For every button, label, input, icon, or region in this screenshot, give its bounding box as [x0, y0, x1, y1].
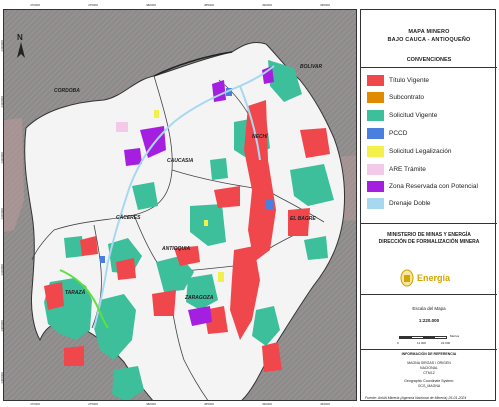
swatch-drenaje-doble — [367, 197, 384, 209]
green-drainage — [59, 269, 109, 329]
scale-unit: Metros — [450, 334, 460, 338]
bottom-tick: 485000 — [204, 402, 215, 406]
scale-tick: 22.000 — [441, 341, 451, 345]
top-tick: 480000 — [146, 3, 157, 7]
map-subtitle: BAJO CAUCA - ANTIOQUEÑO — [387, 37, 471, 43]
legend-item-subcontrato[interactable]: Subcontrato — [367, 91, 424, 103]
legend-item-are-tramite[interactable]: ARE Trámite — [367, 163, 426, 175]
label-nechi: NECHÍ — [252, 134, 268, 140]
conventions-title: CONVENCIONES — [406, 57, 452, 63]
legend-item-solicitud-vigente[interactable]: Solicitud Vigente — [367, 109, 437, 121]
reference-title: INFORMACIÓN DE REFERENCIA — [401, 352, 457, 356]
label-cordoba: CORDOBA — [54, 88, 80, 94]
source-note: Fuente: AnNA Minería (Agencia Nacional d… — [365, 396, 467, 400]
energia-logo-text: Energía — [417, 273, 451, 283]
left-tick: 1425000 — [0, 96, 4, 108]
legend-label: Drenaje Doble — [389, 199, 431, 207]
legalizacion-areas — [154, 110, 224, 282]
reference-line: CTM12 — [423, 371, 435, 375]
left-tick: 1430000 — [0, 40, 4, 52]
legend-label: Subcontrato — [389, 93, 425, 101]
legend-panel: MAPA MINERO BAJO CAUCA - ANTIOQUEÑO CONV… — [360, 9, 497, 401]
swatch-titulo-vigente — [367, 74, 384, 86]
label-caucasia: CAUCASIA — [167, 158, 194, 164]
swatch-zona-reservada — [367, 180, 384, 192]
legend-label: Solicitud Vigente — [389, 111, 438, 119]
left-tick: 1410000 — [0, 264, 4, 276]
map-canvas[interactable] — [4, 10, 357, 401]
zona-reservada-areas — [124, 66, 274, 326]
legend-label: Título Vigente — [389, 76, 429, 84]
scale-tick: 11.000 — [417, 341, 426, 345]
legend-item-drenaje-doble[interactable]: Drenaje Doble — [367, 197, 431, 209]
outside-title-ghost — [4, 118, 24, 232]
top-tick: 490000 — [262, 3, 273, 7]
top-tick: 470000 — [30, 3, 41, 7]
map-frame[interactable]: N BOLIVAR CORDOBA NECHÍ CAUCASIA EL BAGR… — [3, 9, 357, 401]
legend-label: ARE Trámite — [389, 165, 426, 173]
reference-line: MAGNA SIRGAS / ORIGEN — [407, 361, 451, 365]
label-zaragoza: ZARAGOZA — [185, 295, 214, 301]
legend-item-titulo-vigente[interactable]: Título Vigente — [367, 74, 429, 86]
swatch-pccd — [367, 127, 384, 139]
label-antioquia: ANTIOQUIA — [162, 246, 191, 252]
left-tick: 1400000 — [0, 372, 4, 384]
ministry-direction: DIRECCIÓN DE FORMALIZACIÓN MINERA — [378, 239, 480, 245]
scale-bar — [399, 336, 447, 339]
separator — [361, 349, 497, 350]
top-tick: 485000 — [204, 3, 215, 7]
geo-line: GCS_MAGNA — [417, 384, 441, 388]
bottom-tick: 470000 — [30, 402, 41, 406]
reference-line: NACIONAL — [420, 366, 438, 370]
legend-item-zona-reservada[interactable]: Zona Reservada con Potencial — [367, 180, 478, 192]
separator — [361, 294, 497, 295]
geo-line: Geographic Coordinate System: — [404, 379, 454, 383]
map-title: MAPA MINERO — [408, 29, 450, 35]
bottom-tick: 495000 — [320, 402, 331, 406]
label-el-bagre: EL BAGRE — [290, 216, 316, 222]
separator — [361, 223, 497, 224]
swatch-subcontrato — [367, 91, 384, 103]
scale-value: 1:220.000 — [418, 318, 440, 323]
separator — [361, 67, 497, 68]
pccd-areas — [100, 88, 274, 263]
left-tick: 1415000 — [0, 208, 4, 220]
swatch-are-tramite — [367, 163, 384, 175]
scale-tick: 0 — [397, 341, 399, 345]
department-boundary — [153, 51, 233, 77]
are-tramite-areas — [116, 122, 128, 132]
energia-logo: Energía — [400, 269, 450, 287]
top-tick: 495000 — [320, 3, 331, 7]
north-letter: N — [17, 33, 23, 42]
legend-label: Solicitud Legalización — [389, 147, 452, 155]
label-caceres: CÁCERES — [116, 215, 141, 221]
label-bolivar: BOLIVAR — [300, 64, 323, 70]
ministry-name: MINISTERIO DE MINAS Y ENERGÍA — [387, 232, 471, 238]
swatch-solicitud-legalizacion — [367, 145, 384, 157]
bottom-tick: 480000 — [146, 402, 157, 406]
colombia-seal-icon — [400, 269, 414, 287]
left-tick: 1405000 — [0, 320, 4, 332]
drenaje-doble-rivers — [93, 65, 275, 329]
legend-label: Zona Reservada con Potencial — [389, 182, 478, 190]
legend-label: PCCD — [389, 129, 408, 137]
label-taraza: TARAZÁ — [65, 290, 86, 296]
bottom-tick: 475000 — [88, 402, 99, 406]
bottom-tick: 490000 — [262, 402, 273, 406]
north-arrow-icon: N — [17, 33, 25, 58]
legend-item-pccd[interactable]: PCCD — [367, 127, 407, 139]
swatch-solicitud-vigente — [367, 109, 384, 121]
legend-item-solicitud-legalizacion[interactable]: Solicitud Legalización — [367, 145, 452, 157]
top-tick: 475000 — [88, 3, 99, 7]
titulo-vigente-areas — [44, 100, 330, 372]
left-tick: 1420000 — [0, 152, 4, 164]
scale-title: Escala del Mapa — [412, 306, 446, 311]
